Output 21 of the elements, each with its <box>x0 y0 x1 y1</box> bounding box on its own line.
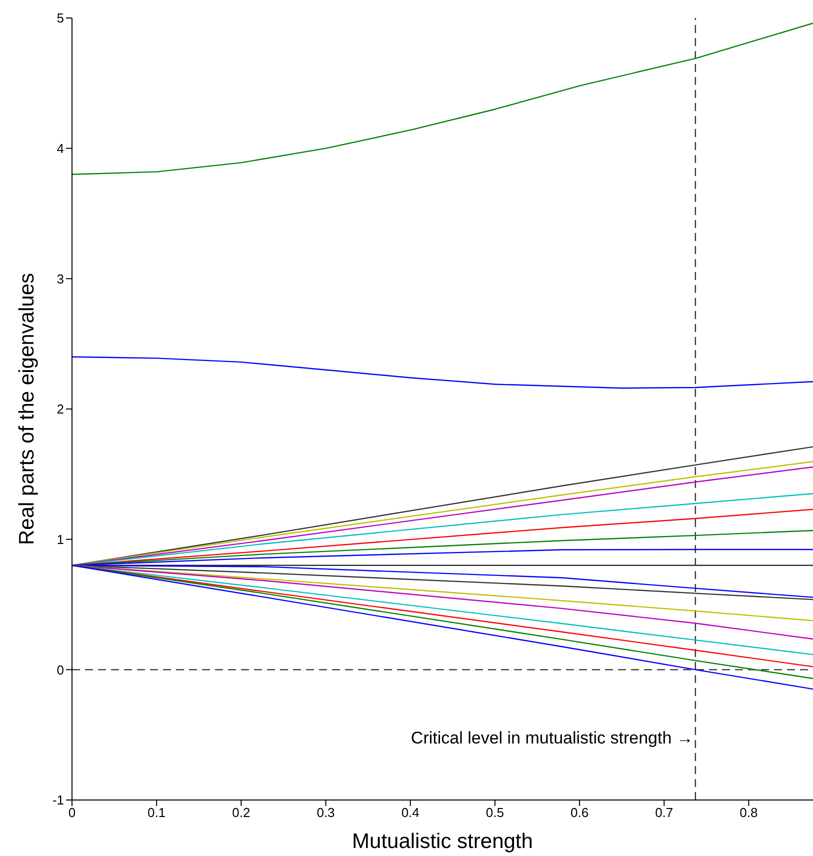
y-tick-label: 5 <box>56 10 64 26</box>
x-tick-label: 0.1 <box>148 805 166 820</box>
y-tick-label: 1 <box>56 532 64 547</box>
annotation: Critical level in mutualistic strength → <box>410 728 694 748</box>
x-tick-label: 0.4 <box>401 805 420 820</box>
x-tick-label: 0 <box>68 805 76 820</box>
x-tick-label: 0.7 <box>655 805 674 820</box>
x-tick-label: 0.3 <box>316 805 335 820</box>
y-tick-label: 4 <box>56 140 64 156</box>
x-tick-label: 0.5 <box>486 805 504 820</box>
line-series <box>72 22 813 175</box>
y-tick-label: 0 <box>56 662 64 678</box>
y-tick-label: 3 <box>56 271 64 286</box>
x-tick-label: 0.2 <box>232 805 250 820</box>
x-axis-title: Mutualistic strength <box>352 830 533 853</box>
line-series <box>72 356 813 389</box>
y-axis-title: Real parts of the eigenvalues <box>15 272 38 546</box>
y-tick-label: -1 <box>52 792 64 808</box>
y-tick-label: 2 <box>56 402 64 417</box>
x-tick-label: 0.6 <box>570 805 589 820</box>
x-tick-label: 0.8 <box>740 805 758 820</box>
